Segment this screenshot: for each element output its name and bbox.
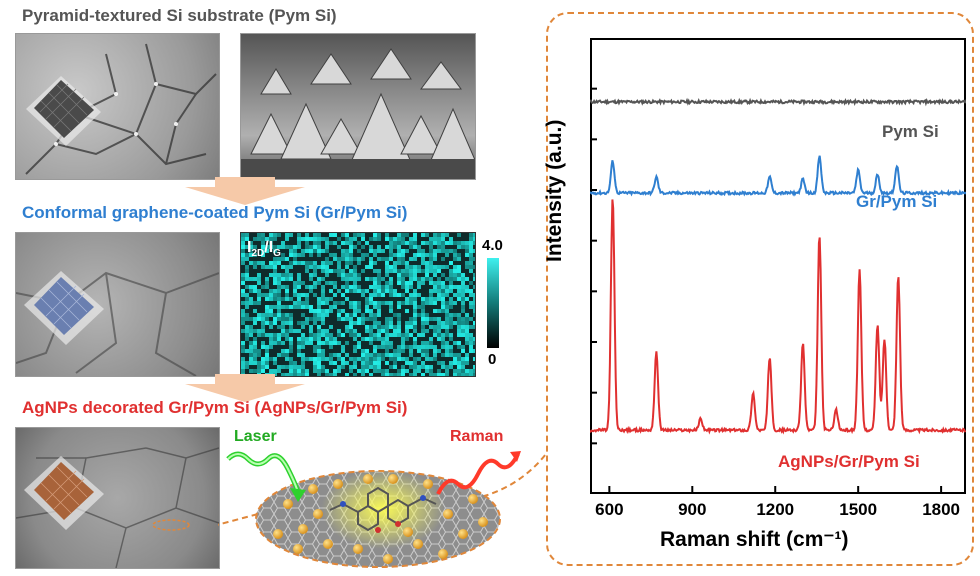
y-axis-label: Intensity (a.u.) — [543, 119, 566, 262]
process-arrow-1 — [185, 177, 305, 205]
ratio-label: I2D/IG — [247, 239, 281, 260]
silver-nanoparticles — [273, 474, 488, 564]
x-tick-label: 1500 — [839, 500, 878, 519]
series-label-pym-si: Pym Si — [882, 122, 939, 141]
ag-pyramid-icon — [24, 456, 104, 530]
x-axis-label: Raman shift (cm⁻¹) — [660, 528, 849, 551]
x-tick-label: 1200 — [756, 500, 795, 519]
series-label-gr-pym-si: Gr/Pym Si — [856, 192, 938, 211]
pyramid-icon — [26, 76, 101, 146]
process-arrow-2 — [185, 374, 305, 402]
sers-schematic — [218, 451, 547, 568]
pym-si-top-view-image — [15, 33, 220, 180]
pym-si-title: Pyramid-textured Si substrate (Pym Si) — [22, 6, 337, 25]
raman-spectrum-plot-frame — [590, 38, 966, 494]
series-line-2 — [590, 199, 966, 435]
colorbar — [487, 258, 499, 348]
series-line-1 — [590, 155, 966, 197]
ag-gr-pym-si-sem-image — [15, 427, 220, 569]
graphene-pyramid-icon — [24, 271, 104, 345]
raman-label: Raman — [450, 428, 504, 445]
chart-panel-border — [546, 12, 974, 566]
x-tick-label: 900 — [678, 500, 707, 519]
x-tick-label: 600 — [595, 500, 624, 519]
series-label-ag-gr-pym-si: AgNPs/Gr/Pym Si — [778, 452, 920, 471]
raman-intensity-map: I2D/IG — [240, 232, 476, 377]
series-line-0 — [590, 97, 966, 107]
laser-label: Laser — [234, 428, 277, 445]
pym-si-tilted-view-image — [240, 33, 476, 180]
gr-pym-si-sem-image — [15, 232, 220, 377]
colorbar-max-label: 4.0 — [482, 237, 503, 254]
raman-spectrum-chart — [590, 87, 966, 494]
x-tick-label: 1800 — [922, 500, 961, 519]
gr-pym-si-title: Conformal graphene-coated Pym Si (Gr/Pym… — [22, 203, 408, 222]
ag-gr-pym-si-title: AgNPs decorated Gr/Pym Si (AgNPs/Gr/Pym … — [22, 398, 408, 417]
colorbar-min-label: 0 — [488, 351, 497, 368]
